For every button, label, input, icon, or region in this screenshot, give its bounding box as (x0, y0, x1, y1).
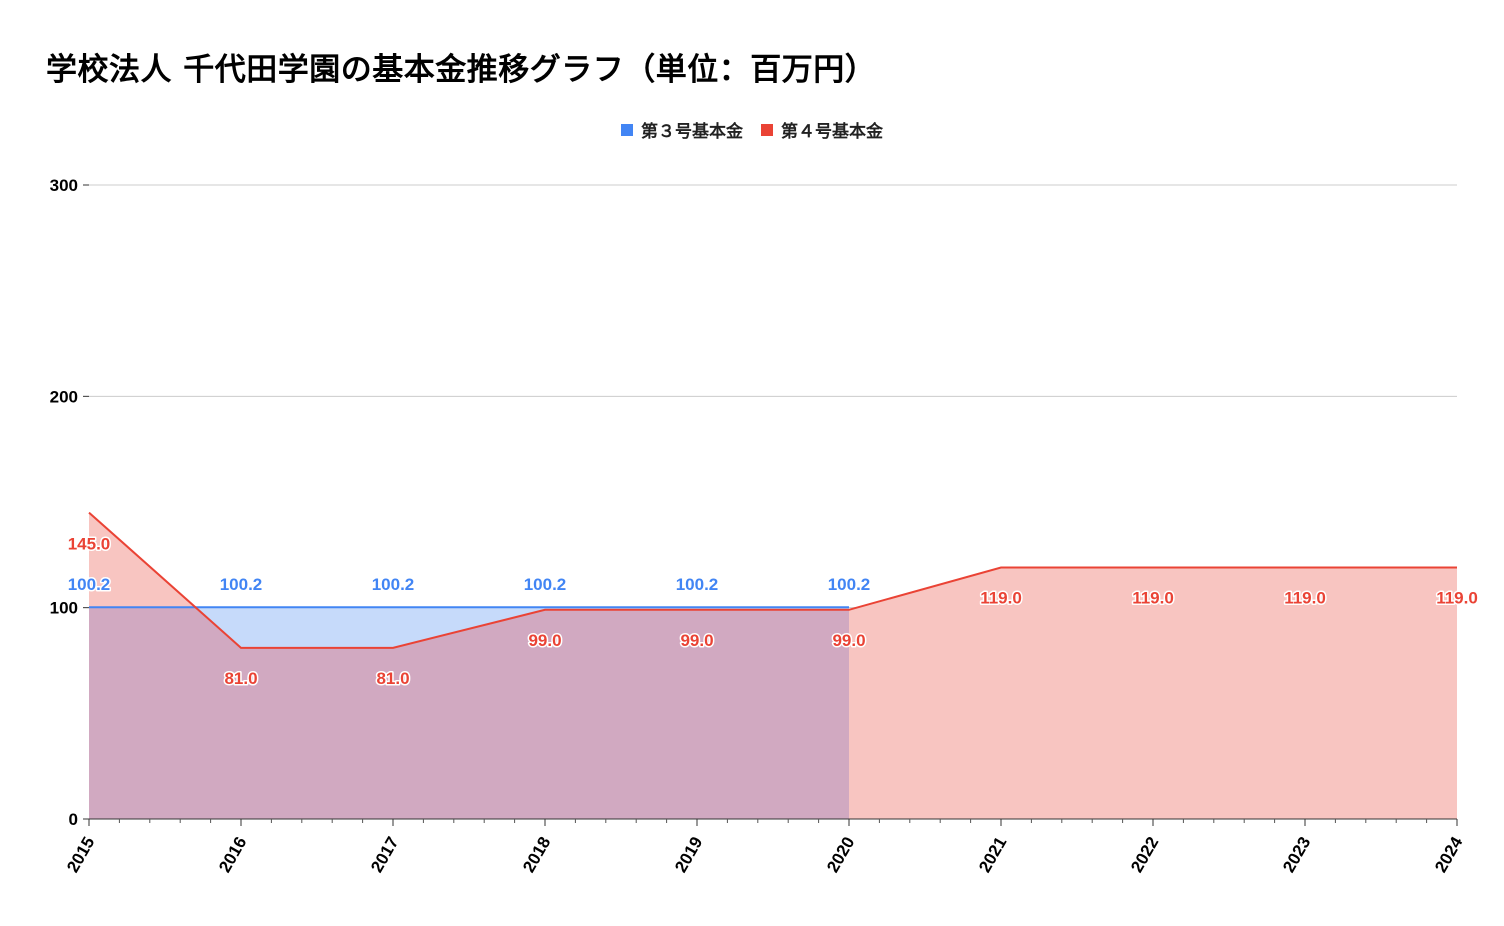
line-series-2 (88, 511, 1457, 649)
x-tick-label: 2015 (63, 834, 98, 876)
y-tick-label: 200 (50, 387, 78, 406)
x-tick-label: 2020 (823, 834, 858, 876)
x-tick-label: 2019 (671, 834, 706, 876)
data-label-series-2: 119.0 (1284, 589, 1326, 608)
x-tick-label: 2016 (215, 834, 250, 876)
x-tick-label: 2024 (1431, 833, 1467, 876)
data-label-series-1: 100.2 (220, 575, 263, 594)
data-label-series-1: 100.2 (828, 575, 871, 594)
data-label-series-2: 99.0 (680, 631, 713, 650)
data-label-series-1: 100.2 (524, 575, 567, 594)
legend-swatch-series-1 (621, 123, 633, 136)
data-label-series-2: 81.0 (376, 669, 409, 688)
legend-swatch-series-2 (761, 123, 773, 136)
data-label-series-2: 119.0 (980, 589, 1022, 608)
legend: 第３号基本金 第４号基本金 (0, 117, 1504, 142)
y-tick-label: 300 (50, 176, 78, 195)
data-label-series-1: 100.2 (676, 575, 719, 594)
data-label-series-2: 81.0 (224, 669, 257, 688)
x-tick-label: 2022 (1127, 834, 1162, 876)
legend-item-series-1[interactable]: 第３号基本金 (621, 117, 743, 142)
legend-label-series-2: 第４号基本金 (781, 122, 883, 142)
data-label-series-2: 119.0 (1436, 589, 1478, 608)
data-label-series-1: 100.2 (68, 575, 111, 594)
x-tick-label: 2017 (367, 834, 402, 876)
data-label-series-2: 99.0 (832, 631, 865, 650)
x-tick-label: 2023 (1279, 834, 1314, 876)
legend-item-series-2[interactable]: 第４号基本金 (761, 117, 883, 142)
legend-label-series-1: 第３号基本金 (641, 122, 743, 142)
data-label-series-2: 99.0 (528, 631, 561, 650)
y-tick-label: 100 (50, 599, 78, 618)
x-tick-label: 2021 (975, 834, 1010, 876)
data-label-series-1: 100.2 (372, 575, 415, 594)
chart-title: 学校法人 千代田学園の基本金推移グラフ（単位：百万円） (46, 52, 877, 88)
x-tick-label: 2018 (519, 834, 554, 876)
area-overlap (89, 607, 849, 819)
data-label-series-2: 119.0 (1132, 589, 1174, 608)
data-label-series-2: 145.0 (68, 535, 111, 554)
y-tick-label: 0 (69, 810, 78, 829)
